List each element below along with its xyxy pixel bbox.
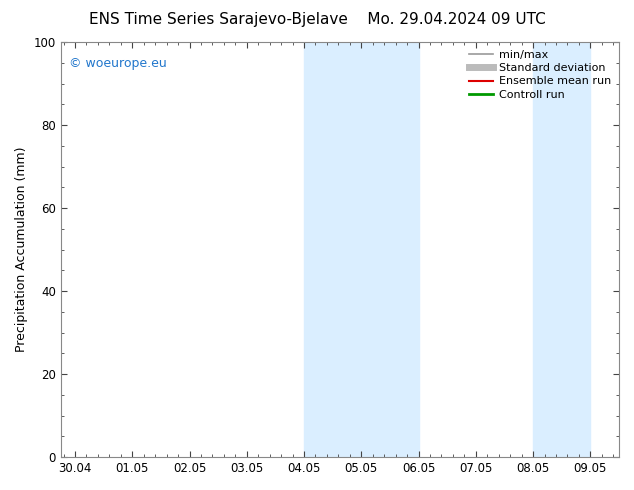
Legend: min/max, Standard deviation, Ensemble mean run, Controll run: min/max, Standard deviation, Ensemble me… [465, 46, 616, 104]
Text: © woeurope.eu: © woeurope.eu [69, 56, 167, 70]
Y-axis label: Precipitation Accumulation (mm): Precipitation Accumulation (mm) [15, 147, 28, 352]
Bar [533, 42, 590, 457]
Bar [304, 42, 418, 457]
Text: ENS Time Series Sarajevo-Bjelave    Mo. 29.04.2024 09 UTC: ENS Time Series Sarajevo-Bjelave Mo. 29.… [89, 12, 545, 27]
